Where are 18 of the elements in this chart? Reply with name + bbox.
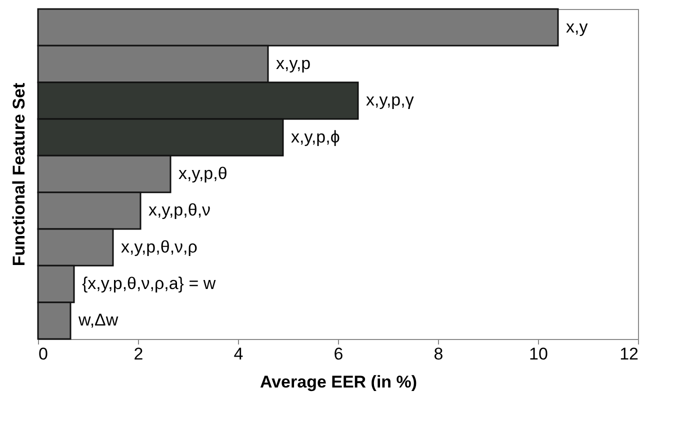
x-tick-label: 10: [529, 344, 548, 364]
y-tick-label: w,Δw: [78, 310, 119, 330]
y-tick-label: x,y,p,ϕ: [291, 127, 340, 146]
x-tick-label: 0: [38, 344, 48, 364]
x-axis-title: Average EER (in %): [260, 372, 418, 392]
y-tick-label: {x,y,p,θ,ν,ρ,a} = w: [82, 274, 216, 293]
y-tick-label: x,y,p,γ: [366, 90, 414, 110]
x-tick-label: 6: [334, 344, 344, 364]
y-tick-label: x,y,p,θ: [178, 164, 228, 183]
y-tick-label: x,y,p,θ,ν,ρ: [121, 237, 198, 256]
x-tick-label: 2: [134, 344, 144, 364]
y-tick-label: x,y: [566, 17, 588, 36]
y-tick-label: x,y,p,θ,ν: [148, 200, 211, 220]
x-tick-label: 12: [620, 344, 638, 364]
x-tick-label: 4: [234, 344, 244, 364]
y-axis-title: Functional Feature Set: [10, 82, 28, 266]
y-tick-label: x,y,p: [276, 54, 311, 73]
x-tick-label: 8: [434, 344, 444, 364]
